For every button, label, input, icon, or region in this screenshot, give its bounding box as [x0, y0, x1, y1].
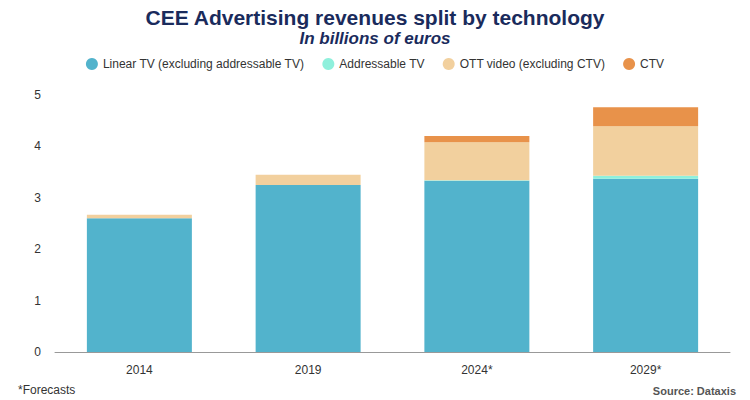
- svg-text:OTT video (excluding CTV): OTT video (excluding CTV): [460, 57, 605, 71]
- svg-text:CTV: CTV: [640, 57, 664, 71]
- svg-text:2: 2: [34, 242, 41, 256]
- svg-text:In billions of euros: In billions of euros: [299, 29, 450, 48]
- svg-text:2019: 2019: [295, 363, 322, 377]
- svg-text:5: 5: [34, 88, 41, 102]
- svg-text:4: 4: [34, 139, 41, 153]
- svg-text:2024*: 2024*: [461, 363, 493, 377]
- svg-text:Addressable TV: Addressable TV: [339, 57, 424, 71]
- svg-text:CEE Advertising revenues split: CEE Advertising revenues split by techno…: [146, 6, 605, 29]
- svg-text:*Forecasts: *Forecasts: [18, 383, 75, 397]
- svg-text:2014: 2014: [126, 363, 153, 377]
- svg-text:Source: Dataxis: Source: Dataxis: [653, 385, 736, 397]
- svg-text:1: 1: [34, 294, 41, 308]
- svg-text:2029*: 2029*: [630, 363, 662, 377]
- svg-text:Linear TV (excluding addressab: Linear TV (excluding addressable TV): [103, 57, 304, 71]
- svg-text:0: 0: [34, 345, 41, 359]
- svg-text:3: 3: [34, 191, 41, 205]
